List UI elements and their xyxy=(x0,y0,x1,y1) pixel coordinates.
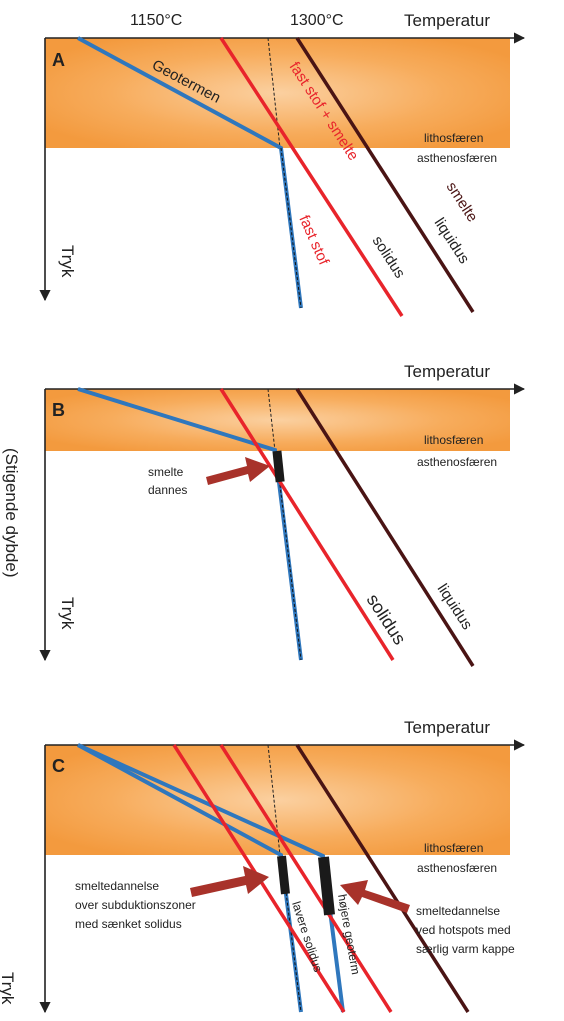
melt-label-line2: dannes xyxy=(148,483,187,497)
panel-c: C Temperatur Tryk smeltedannelse over su… xyxy=(0,718,524,1012)
subduction-label-line2: over subduktionszoner xyxy=(75,898,196,912)
asthenosphere-label-a: asthenosfæren xyxy=(417,151,497,165)
temperature-axis-label-b: Temperatur xyxy=(404,362,490,381)
panel-letter-b: B xyxy=(52,400,65,420)
asthenosphere-label-c: asthenosfæren xyxy=(417,861,497,875)
hotspot-label-line2: ved hotspots med xyxy=(416,923,511,937)
temperature-1300-label: 1300°C xyxy=(290,12,344,29)
hotspot-label-line1: smeltedannelse xyxy=(416,904,500,918)
panel-a: A 1150°C 1300°C Temperatur Tryk Geoterme… xyxy=(45,11,524,316)
asthenosphere-label-b: asthenosfæren xyxy=(417,455,497,469)
depth-note-label: (Stigende dybde) xyxy=(2,448,21,577)
liquidus-label-b: liquidus xyxy=(434,581,476,633)
solidus-label-b: solidus xyxy=(363,590,410,648)
lithosphere-label-b: lithosfæren xyxy=(424,433,483,447)
higher-geotherm-label: højere geoterm xyxy=(335,893,363,976)
melt-arrow-subduction xyxy=(190,866,269,897)
pressure-axis-label-a: Tryk xyxy=(58,245,77,278)
melt-zone-subduction xyxy=(277,856,290,895)
lithosphere-label-c: lithosfæren xyxy=(424,841,483,855)
panel-letter-c: C xyxy=(52,756,65,776)
temperature-axis-label-c: Temperatur xyxy=(404,718,490,737)
melt-zone xyxy=(272,451,284,483)
fast-stof-label: fast stof xyxy=(295,213,332,269)
geotherm-dashed-core xyxy=(277,460,301,660)
hotspot-label-line3: særlig varm kappe xyxy=(416,942,515,956)
temperature-1150-label: 1150°C xyxy=(130,12,182,29)
pressure-axis-label-c: Tryk xyxy=(0,972,17,1005)
melt-zone-hotspot xyxy=(318,857,335,916)
panel-b: B Temperatur Tryk (Stigende dybde) smelt… xyxy=(2,362,524,666)
melt-arrow xyxy=(206,457,270,485)
subduction-label-line3: med sænket solidus xyxy=(75,917,182,931)
melt-label-line1: smelte xyxy=(148,465,184,479)
temperature-axis-label-a: Temperatur xyxy=(404,11,490,30)
pressure-axis-label-b: Tryk xyxy=(58,597,77,630)
subduction-label-line1: smeltedannelse xyxy=(75,879,159,893)
lithosphere-label-a: lithosfæren xyxy=(424,131,483,145)
panel-letter-a: A xyxy=(52,50,65,70)
smelte-label: smelte xyxy=(443,179,481,225)
